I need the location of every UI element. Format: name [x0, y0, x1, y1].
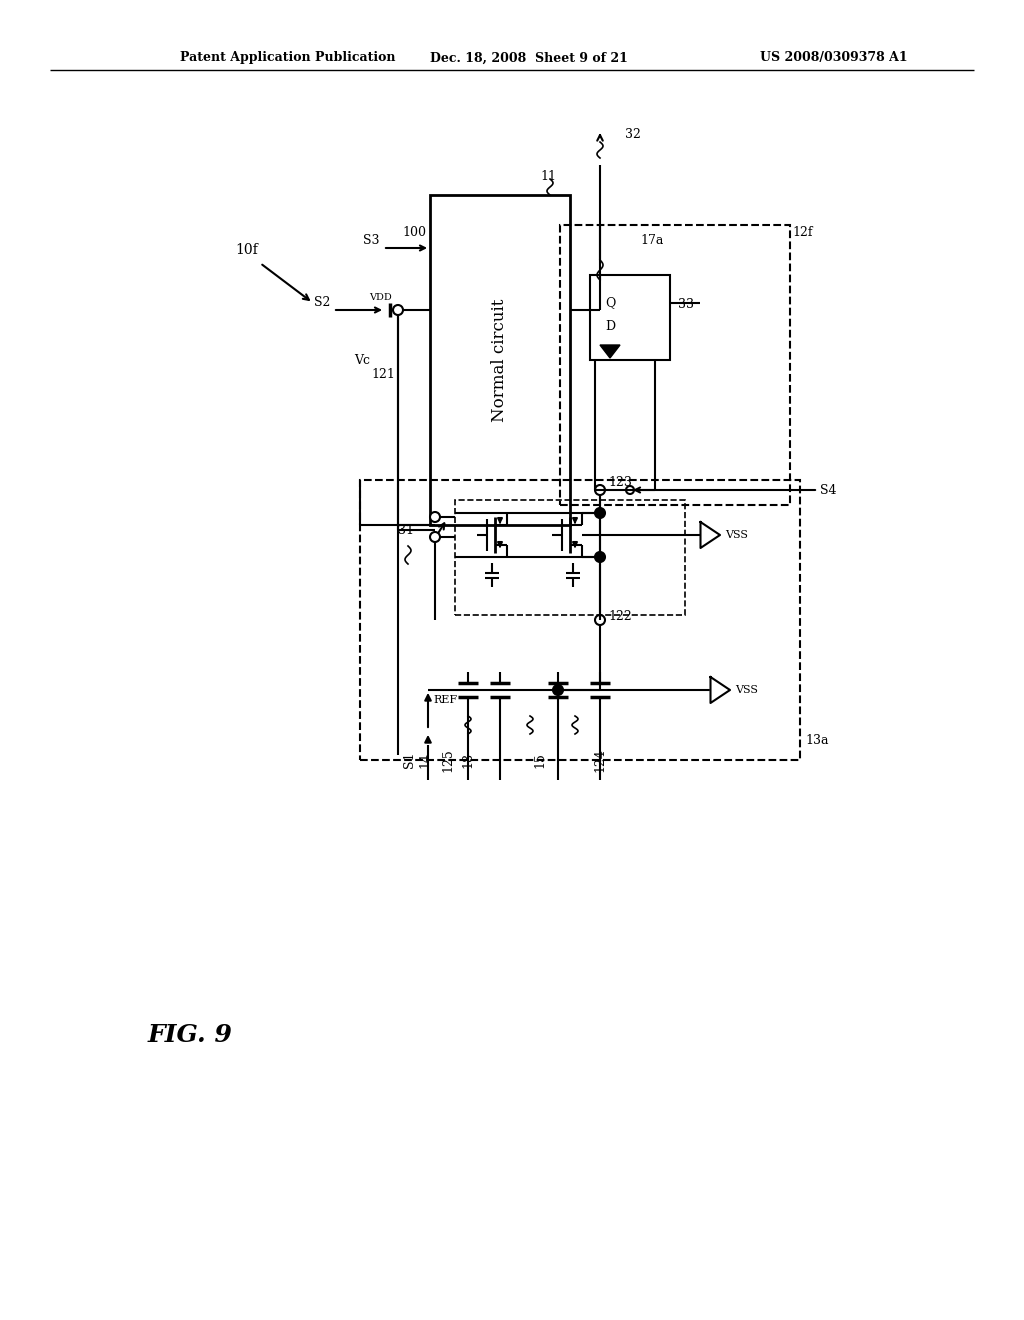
Circle shape [595, 552, 605, 562]
Circle shape [430, 532, 440, 543]
Text: 121: 121 [371, 368, 395, 381]
Text: 12f: 12f [792, 227, 812, 239]
Circle shape [553, 685, 563, 696]
Text: 11: 11 [540, 170, 556, 183]
Text: 123: 123 [608, 475, 632, 488]
Text: S1: S1 [403, 752, 417, 768]
Text: 125: 125 [441, 748, 455, 772]
Polygon shape [711, 677, 730, 704]
Bar [560, 224, 790, 506]
Text: Patent Application Publication: Patent Application Publication [180, 51, 395, 65]
Text: 122: 122 [608, 610, 632, 623]
Text: 10f: 10f [234, 243, 258, 257]
Text: Normal circuit: Normal circuit [492, 298, 509, 421]
Text: 15: 15 [534, 752, 547, 768]
Circle shape [430, 512, 440, 521]
Text: VSS: VSS [735, 685, 758, 696]
Text: 32: 32 [625, 128, 641, 141]
Bar [455, 500, 685, 615]
Text: D: D [605, 321, 615, 334]
Text: 17a: 17a [640, 234, 664, 247]
Polygon shape [600, 345, 620, 358]
Polygon shape [700, 521, 720, 548]
Text: REF: REF [433, 696, 457, 705]
Text: VSS: VSS [725, 531, 748, 540]
Text: 13a: 13a [805, 734, 828, 747]
Text: S4: S4 [820, 483, 837, 496]
Text: 31: 31 [398, 524, 414, 536]
Bar [590, 275, 670, 360]
Text: VDD: VDD [369, 293, 392, 302]
Text: Q: Q [605, 297, 615, 309]
Text: Dec. 18, 2008  Sheet 9 of 21: Dec. 18, 2008 Sheet 9 of 21 [430, 51, 628, 65]
Text: 100: 100 [402, 227, 426, 239]
Circle shape [595, 484, 605, 495]
Text: FIG. 9: FIG. 9 [148, 1023, 232, 1047]
Bar [360, 480, 800, 760]
Text: S2: S2 [313, 296, 330, 309]
Text: Vc: Vc [354, 354, 370, 367]
Text: 124: 124 [594, 748, 606, 772]
Circle shape [595, 508, 605, 517]
Circle shape [626, 486, 634, 494]
Circle shape [595, 615, 605, 624]
Text: 14: 14 [419, 752, 431, 768]
Text: 33: 33 [678, 298, 694, 312]
Bar [430, 195, 570, 525]
Text: S3: S3 [364, 234, 380, 247]
Text: 18: 18 [462, 752, 474, 768]
Text: US 2008/0309378 A1: US 2008/0309378 A1 [760, 51, 907, 65]
Circle shape [393, 305, 403, 315]
